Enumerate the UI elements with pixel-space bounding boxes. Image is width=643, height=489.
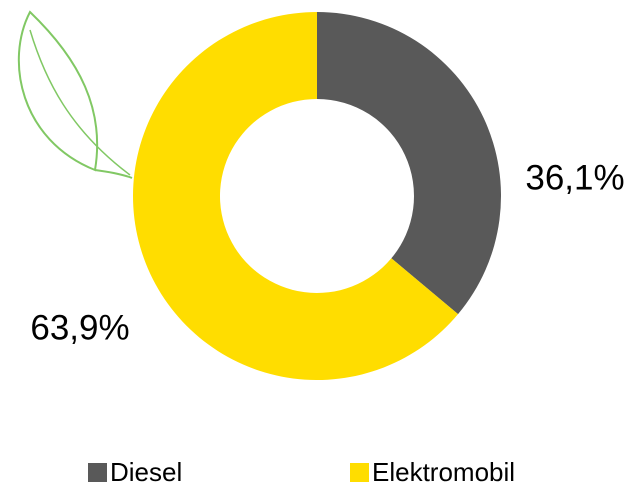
legend-swatch xyxy=(350,463,369,482)
value-label: 63,9% xyxy=(30,308,129,347)
value-label: 36,1% xyxy=(525,158,624,197)
slice xyxy=(133,12,459,380)
leaf-decoration xyxy=(17,10,133,179)
slice xyxy=(317,12,501,315)
legend-label: Elektromobil xyxy=(372,457,515,487)
legend-label: Diesel xyxy=(110,457,182,487)
legend-swatch xyxy=(88,463,107,482)
